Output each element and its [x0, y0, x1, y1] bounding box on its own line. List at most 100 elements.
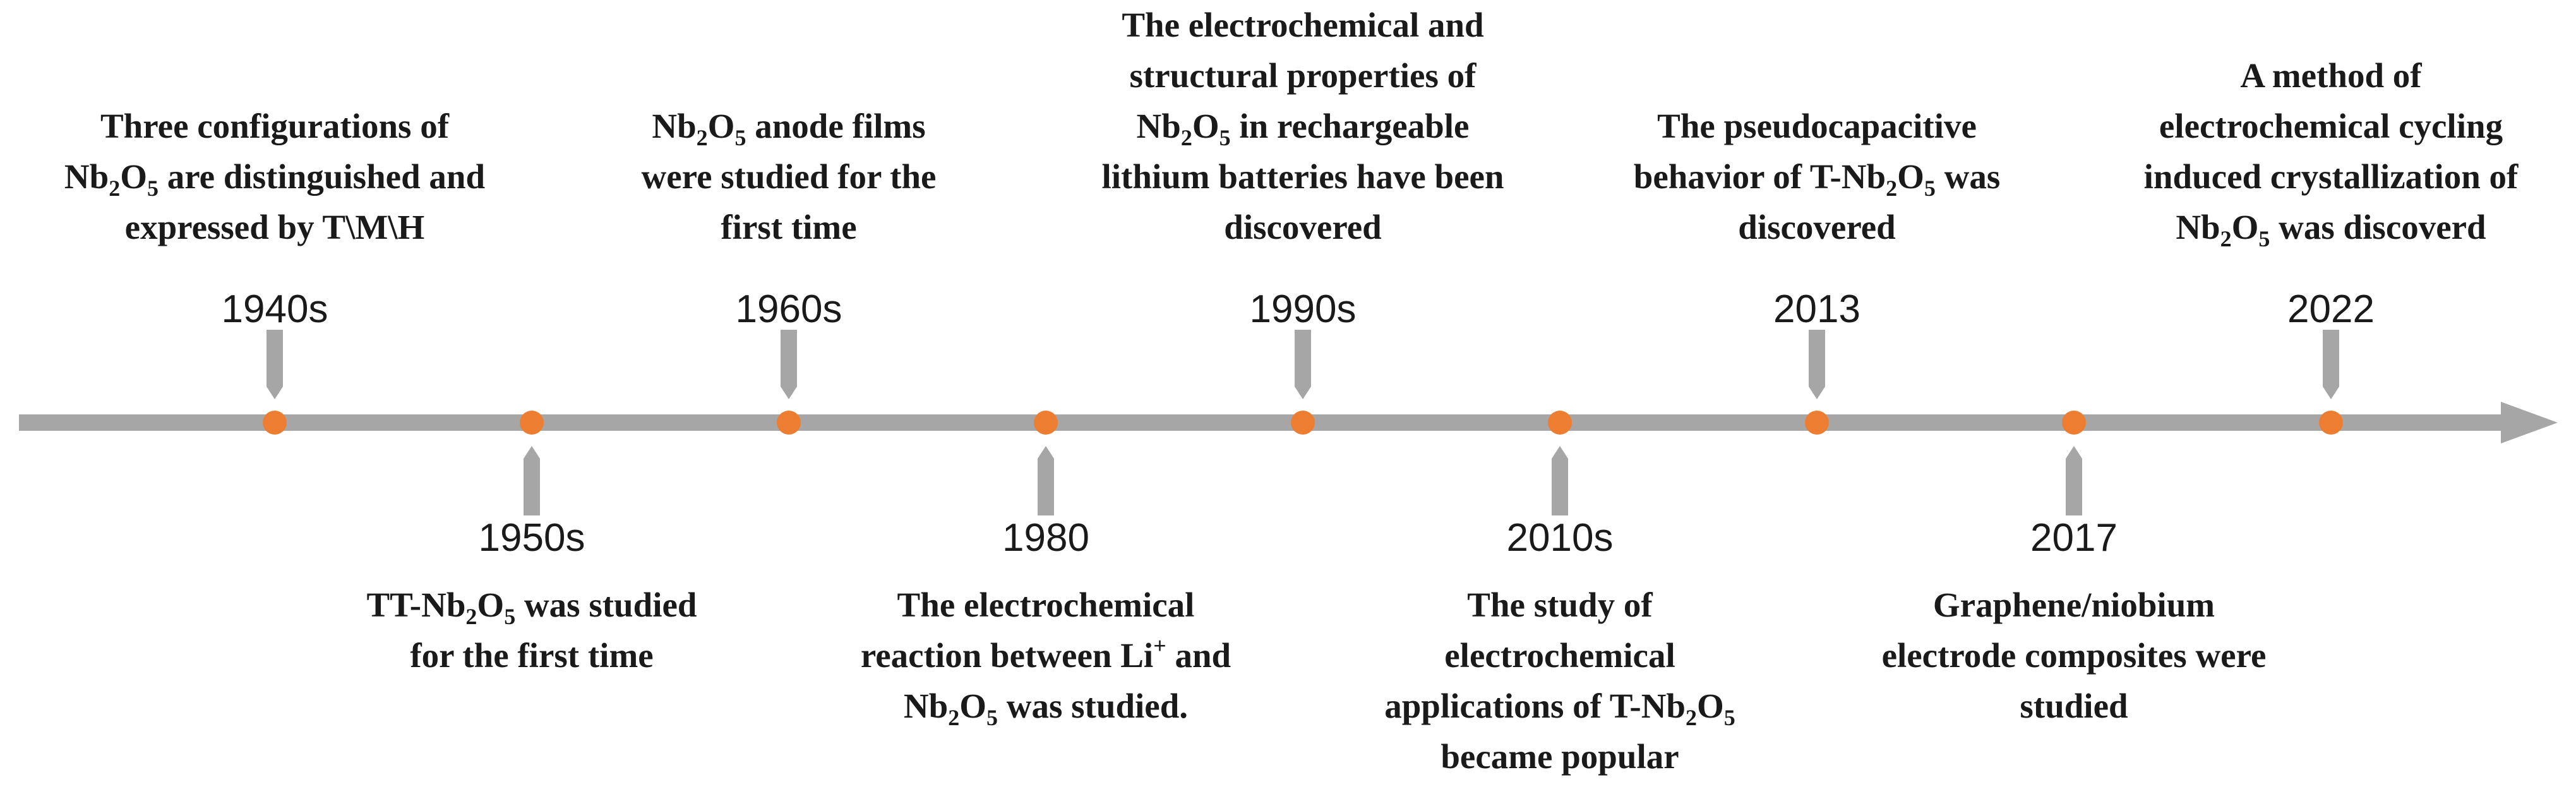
- event-year: 2013: [1773, 287, 1860, 331]
- event-description: The study of electrochemical applications …: [1384, 580, 1735, 782]
- text-run: O: [477, 586, 505, 624]
- subscript: 5: [504, 604, 516, 629]
- text-run: lithium batteries have been: [1101, 157, 1504, 196]
- event-description-line: discovered: [1101, 202, 1504, 253]
- text-run: for the first time: [410, 636, 654, 675]
- subscript: 2: [1686, 705, 1698, 730]
- event-description-line: electrochemical cycling: [2144, 101, 2519, 152]
- subscript: 2: [1180, 125, 1192, 150]
- event-marker: [1291, 411, 1315, 435]
- event-description-line: became popular: [1384, 732, 1735, 782]
- text-run: structural properties of: [1129, 56, 1477, 95]
- subscript: 2: [2220, 226, 2232, 251]
- subscript: 5: [734, 125, 746, 150]
- event-marker: [2319, 411, 2343, 435]
- event-pointer-stem: [524, 459, 540, 515]
- event-pointer: [1809, 330, 1825, 399]
- text-run: and: [1166, 636, 1231, 675]
- text-run: The study of: [1467, 586, 1653, 624]
- event-marker: [1805, 411, 1829, 435]
- text-run: Three configurations of: [100, 107, 450, 145]
- event-pointer-stem: [1809, 330, 1825, 387]
- text-run: The electrochemical and: [1122, 6, 1484, 44]
- event-marker: [263, 411, 287, 435]
- event-pointer: [1295, 330, 1311, 399]
- text-run: are distinguished and: [159, 157, 486, 196]
- event-description-line: Nb2O5 are distinguished and: [64, 152, 485, 202]
- text-run: reaction between Li: [860, 636, 1154, 675]
- text-run: discovered: [1224, 208, 1382, 246]
- event-pointer: [2323, 330, 2339, 399]
- text-run: O: [2231, 208, 2259, 246]
- text-run: first time: [721, 208, 857, 246]
- event-description-line: studied: [1882, 681, 2267, 732]
- text-run: studied: [2020, 687, 2128, 725]
- text-run: O: [1192, 107, 1219, 145]
- event-year: 1940s: [221, 287, 328, 331]
- text-run: A method of: [2240, 56, 2422, 95]
- event-pointer: [267, 330, 283, 399]
- event-description-line: A method of: [2144, 51, 2519, 101]
- subscript: 5: [2258, 226, 2270, 251]
- text-run: was: [1935, 157, 2001, 196]
- event-description-line: electrochemical: [1384, 630, 1735, 681]
- event-pointer-stem: [1295, 330, 1311, 387]
- text-run: The electrochemical: [897, 586, 1195, 624]
- subscript: 5: [1924, 176, 1936, 201]
- event-pointer-stem: [2066, 459, 2082, 515]
- event-description-line: for the first time: [366, 630, 697, 681]
- event-pointer-tip: [1552, 446, 1568, 459]
- event-description: TT-Nb2O5 was studied for the first time: [366, 580, 697, 681]
- event-marker: [520, 411, 544, 435]
- event-description-line: structural properties of: [1101, 51, 1504, 101]
- subscript: 2: [696, 125, 708, 150]
- text-run: anode films: [746, 107, 926, 145]
- text-run: in rechargeable: [1230, 107, 1470, 145]
- timeline-arrowhead: [2501, 402, 2558, 443]
- event-year: 2010s: [1506, 516, 1614, 560]
- subscript: 2: [465, 604, 477, 629]
- event-description: The pseudocapacitive behavior of T-Nb2O5 …: [1634, 101, 2001, 253]
- event-description-line: Nb2O5 anode films: [642, 101, 937, 152]
- event-description-line: Graphene/niobium: [1882, 580, 2267, 630]
- text-run: Nb: [652, 107, 697, 145]
- event-year: 1950s: [478, 516, 585, 560]
- event-pointer-tip: [2323, 387, 2339, 399]
- event-pointer-tip: [1038, 446, 1054, 459]
- event-year: 1980: [1002, 516, 1089, 560]
- event-marker: [2062, 411, 2086, 435]
- event-pointer: [781, 330, 797, 399]
- event-pointer: [2066, 446, 2082, 515]
- event-year: 2017: [2030, 516, 2118, 560]
- text-run: The pseudocapacitive: [1657, 107, 1977, 145]
- event-description-line: The electrochemical: [861, 580, 1231, 630]
- event-pointer-stem: [267, 330, 283, 387]
- event-description-line: induced crystallization of: [2144, 152, 2519, 202]
- event-pointer-tip: [1809, 387, 1825, 399]
- text-run: expressed by T\M\H: [124, 208, 425, 246]
- event-marker: [777, 411, 801, 435]
- event-pointer-tip: [1295, 387, 1311, 399]
- subscript: 2: [109, 176, 121, 201]
- event-pointer-tip: [524, 446, 540, 459]
- subscript: 5: [1723, 705, 1735, 730]
- subscript: 2: [1886, 176, 1898, 201]
- text-run: O: [1897, 157, 1924, 196]
- subscript: 5: [147, 176, 159, 201]
- text-run: was studied: [515, 586, 697, 624]
- pointer-layer: [267, 330, 2339, 515]
- text-run: Graphene/niobium: [1932, 586, 2215, 624]
- text-run: Nb: [2176, 208, 2220, 246]
- text-run: O: [959, 687, 987, 725]
- event-year: 1990s: [1249, 287, 1357, 331]
- event-year: 2022: [2287, 287, 2375, 331]
- event-description-line: reaction between Li+ and: [861, 630, 1231, 681]
- subscript: 2: [948, 705, 960, 730]
- event-description-line: applications of T-Nb2O5: [1384, 681, 1735, 732]
- event-description: Nb2O5 anode films were studied for the fir…: [642, 101, 937, 253]
- event-pointer-stem: [1552, 459, 1568, 515]
- event-pointer: [524, 446, 540, 515]
- event-description-line: Nb2O5 was studied.: [861, 681, 1231, 732]
- text-run: was studied.: [998, 687, 1189, 725]
- text-run: TT-Nb: [366, 586, 466, 624]
